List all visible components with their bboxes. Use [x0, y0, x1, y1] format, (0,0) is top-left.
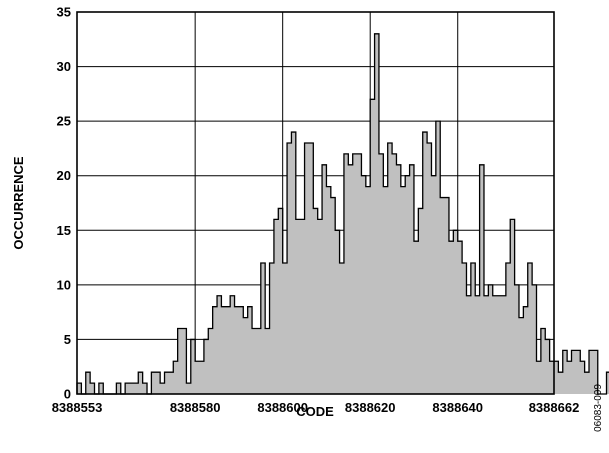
y-axis-label: OCCURRENCE [11, 156, 26, 250]
y-tick-label: 0 [64, 387, 71, 402]
y-tick-label: 15 [57, 223, 71, 238]
x-tick-label: 8388662 [529, 400, 580, 415]
histogram-area [77, 33, 609, 394]
plot-frame [76, 11, 555, 395]
histogram-outline [76, 33, 609, 395]
y-tick-label: 20 [57, 168, 71, 183]
x-axis-ticks: 8388553 8388580 8388600 8388620 8388640 83886… [52, 400, 580, 415]
x-tick-label: 8388553 [52, 400, 103, 415]
x-axis-label: CODE [296, 404, 334, 419]
x-tick-label: 8388580 [170, 400, 221, 415]
x-tick-label: 8388640 [432, 400, 483, 415]
x-tick-label: 8388620 [345, 400, 396, 415]
figure-code-note: 06083-009 [593, 384, 604, 432]
y-axis-ticks: 0 5 10 15 20 25 30 35 [57, 5, 71, 402]
y-tick-label: 35 [57, 5, 71, 20]
y-tick-label: 25 [57, 114, 71, 129]
y-tick-label: 30 [57, 59, 71, 74]
x-tick-label: 8388600 [257, 400, 308, 415]
y-tick-label: 5 [64, 332, 71, 347]
y-tick-label: 10 [57, 277, 71, 292]
